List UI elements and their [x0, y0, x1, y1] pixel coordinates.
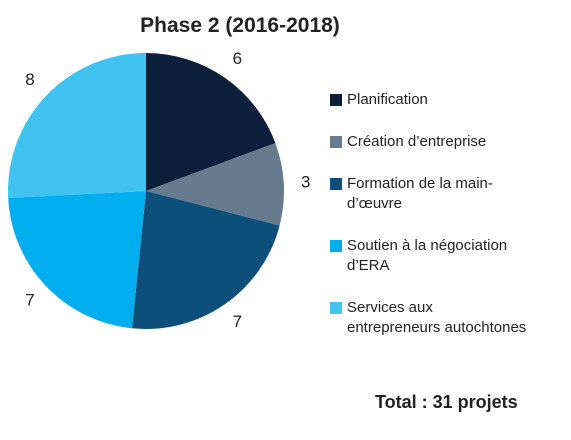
legend-item: Planification: [330, 90, 530, 110]
annotation: Total : 31 projets: [375, 392, 518, 412]
legend-swatch: [330, 302, 342, 314]
legend: Planification Création d’entreprise Format…: [330, 90, 530, 338]
pie-slice: [146, 143, 284, 226]
legend-label: Planification: [347, 91, 428, 108]
legend-item: Services aux entrepreneurs autochtones: [330, 298, 530, 338]
legend-swatch: [330, 94, 342, 106]
legend-swatch: [330, 240, 342, 252]
pie-slice: [146, 53, 276, 191]
legend-label: Soutien à la négociation d’ERA: [347, 237, 508, 274]
pie-slice: [8, 191, 146, 329]
data-label: 7: [233, 312, 242, 331]
data-label: 7: [25, 291, 34, 310]
legend-swatch: [330, 136, 342, 148]
pie-slice: [8, 53, 147, 198]
data-label: 8: [25, 70, 34, 89]
legend-label: Services aux entrepreneurs autochtones: [347, 299, 527, 336]
chart-title: Phase 2 (2016-2018): [140, 14, 340, 37]
pie-slice: [132, 191, 280, 329]
legend-item: Formation de la main-d’œuvre: [330, 174, 530, 214]
data-label: 3: [301, 172, 310, 191]
legend-item: Soutien à la négociation d’ERA: [330, 236, 530, 276]
legend-label: Formation de la main-d’œuvre: [347, 175, 493, 212]
legend-label: Création d’entreprise: [347, 133, 487, 150]
legend-item: Création d’entreprise: [330, 132, 530, 152]
data-label: 6: [233, 49, 242, 68]
legend-swatch: [330, 178, 342, 190]
